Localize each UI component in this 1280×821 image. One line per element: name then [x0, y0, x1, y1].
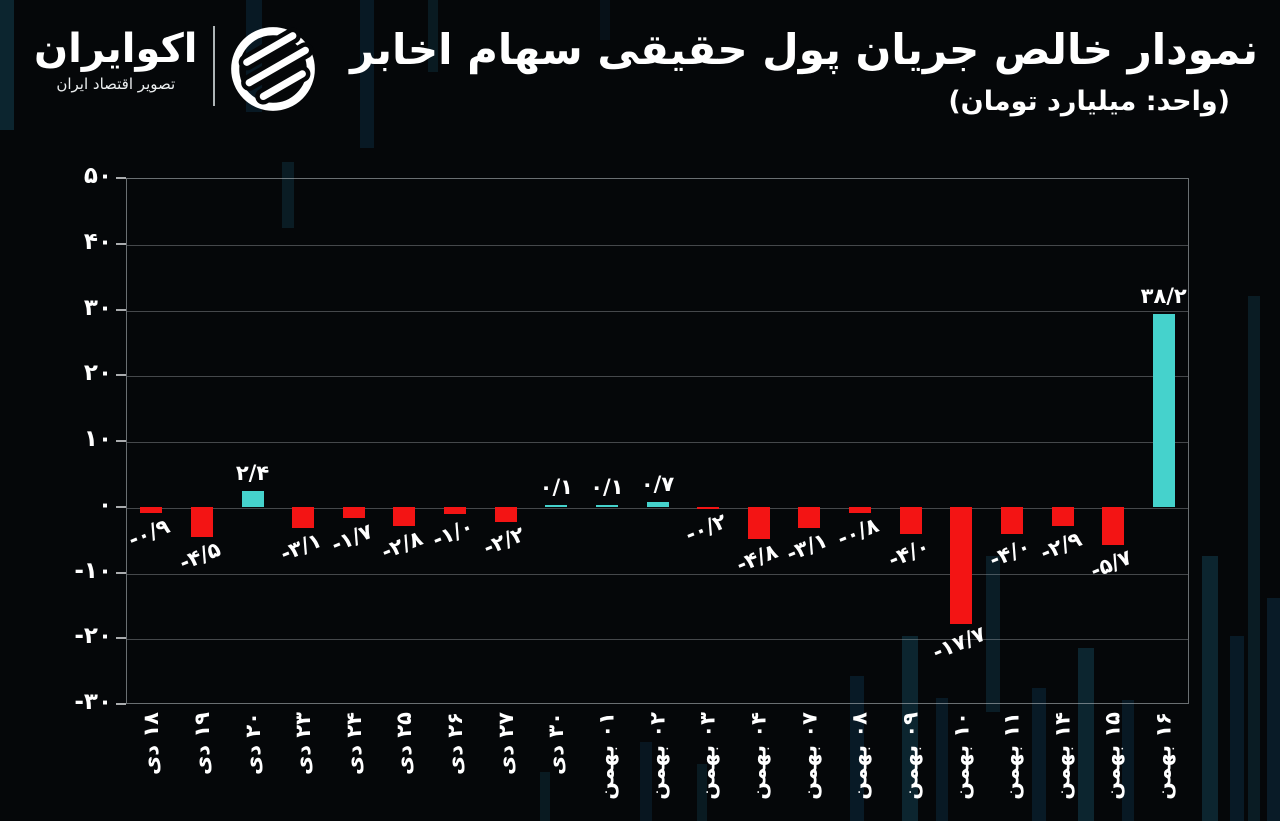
background-bar	[1032, 688, 1046, 821]
bar-value-label: ۰/۷	[640, 472, 675, 497]
x-axis-label: ۳۰ دی	[544, 712, 569, 775]
background-bar	[936, 698, 948, 821]
x-axis-label: ۰۳ بهمن	[696, 712, 721, 800]
y-axis-label: -۱۰	[74, 557, 112, 584]
bar	[241, 491, 264, 507]
header-titles: نمودار خالص جریان پول حقیقی سهام اخابر (…	[350, 25, 1258, 118]
x-axis-label: ۲۰ دی	[240, 712, 265, 775]
bar	[849, 507, 871, 513]
x-axis-label: ۰۴ بهمن	[746, 712, 771, 800]
y-axis-label: ۰	[97, 491, 112, 518]
y-axis-tick	[116, 242, 126, 245]
bar	[595, 505, 618, 507]
bar	[1102, 507, 1125, 545]
x-axis-label: ۱۸ دی	[139, 712, 164, 775]
y-axis-label: ۳۰	[83, 294, 112, 321]
background-bar	[1230, 636, 1244, 821]
bar	[393, 507, 416, 526]
bar	[190, 507, 213, 537]
y-axis-label: ۱۰	[83, 426, 112, 452]
ecoiran-logo-icon	[228, 24, 318, 118]
bar	[1000, 507, 1023, 534]
y-axis-tick	[116, 374, 126, 377]
y-axis-label: ۲۰	[83, 360, 112, 387]
bar	[140, 507, 163, 514]
bar	[1152, 314, 1175, 507]
x-axis-label: ۱۶ بهمن	[1151, 712, 1176, 800]
y-axis-label: -۲۰	[74, 623, 112, 650]
chart-title: نمودار خالص جریان پول حقیقی سهام اخابر	[350, 25, 1258, 74]
background-bar	[1267, 598, 1280, 821]
x-axis-label: ۲۳ دی	[291, 712, 316, 775]
gridline	[127, 639, 1188, 641]
bar-value-label: ۲/۴	[235, 461, 270, 485]
x-axis-label: ۲۶ دی	[443, 712, 467, 775]
background-bar	[540, 772, 550, 821]
bar-chart-plot-area	[126, 178, 1189, 704]
y-axis-tick	[116, 703, 126, 705]
y-axis-tick	[116, 571, 126, 574]
bar	[747, 507, 770, 539]
bar	[899, 507, 922, 534]
x-axis-label: ۲۷ دی	[493, 712, 518, 775]
x-axis-label: ۱۴ بهمن	[1050, 712, 1075, 800]
brand-name: اکوایران	[34, 26, 198, 72]
bar-value-label: ۰/۱	[590, 475, 624, 500]
brand-logo: اکوایران تصویر اقتصاد ایران	[34, 24, 318, 118]
gridline	[127, 376, 1188, 378]
y-axis-tick	[116, 505, 126, 508]
gridline	[127, 442, 1188, 443]
gridline	[127, 244, 1188, 246]
bar	[1051, 507, 1074, 527]
bar-value-label: ۳۸/۲	[1140, 284, 1187, 309]
bar	[292, 507, 315, 528]
x-axis-label: ۰۹ بهمن	[898, 712, 923, 800]
bar	[798, 507, 821, 528]
background-bar	[1202, 556, 1218, 821]
y-axis-label: ۵۰	[83, 163, 112, 189]
background-bar	[1248, 296, 1260, 821]
y-axis-tick	[116, 177, 126, 179]
x-axis-label: ۲۵ دی	[392, 712, 417, 775]
y-axis-tick	[116, 637, 126, 640]
bar	[494, 507, 517, 522]
y-axis-tick	[116, 308, 126, 311]
bar	[342, 507, 365, 519]
bar	[646, 502, 669, 507]
bar-value-label: ۰/۱	[539, 475, 573, 500]
x-axis-label: ۰۷ بهمن	[797, 712, 822, 800]
x-axis-label: ۱۹ دی	[189, 712, 214, 775]
x-axis-label: ۱۰ بهمن	[949, 712, 974, 800]
logo-divider	[212, 26, 215, 106]
gridline	[127, 573, 1188, 575]
x-axis-label: ۲۴ دی	[341, 712, 366, 775]
brand-tagline: تصویر اقتصاد ایران	[56, 75, 176, 93]
bar	[697, 507, 720, 509]
bar	[545, 505, 568, 507]
x-axis-label: ۱۵ بهمن	[1101, 712, 1126, 800]
gridline	[127, 310, 1188, 312]
chart-unit-subtitle: (واحد: میلیارد تومان)	[948, 86, 1230, 118]
x-axis-label: ۱۱ بهمن	[999, 712, 1024, 800]
x-axis-label: ۰۱ بهمن	[594, 712, 619, 800]
y-axis-tick	[116, 440, 126, 442]
gridline	[127, 507, 1188, 509]
x-axis-label: ۰۲ بهمن	[645, 712, 670, 800]
y-axis-label: ۴۰	[83, 228, 112, 255]
bar	[950, 507, 973, 624]
brand-text-block: اکوایران تصویر اقتصاد ایران	[34, 28, 198, 93]
x-axis-label: ۰۸ بهمن	[848, 712, 872, 800]
bar	[444, 507, 466, 514]
background-bar	[0, 0, 14, 130]
y-axis-label: -۳۰	[74, 689, 112, 715]
